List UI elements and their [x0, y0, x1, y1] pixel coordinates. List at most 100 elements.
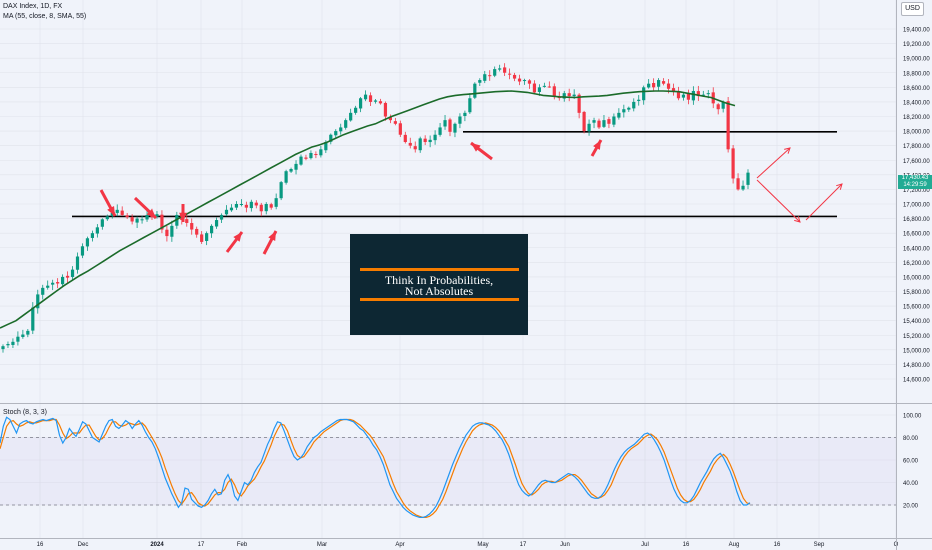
candle-body [567, 93, 571, 97]
time-tick-label: 16 [37, 542, 44, 548]
candle-body [617, 112, 621, 118]
price-tick-label: 15,200.00 [903, 334, 930, 340]
candle-body [284, 171, 288, 183]
candle-body [652, 82, 656, 88]
candle-body [637, 99, 641, 101]
stoch-tick-label: 100.00 [903, 414, 922, 420]
price-tick-label: 16,400.00 [903, 246, 930, 252]
candle-body [408, 142, 412, 146]
candle-body [622, 109, 626, 113]
candle-body [428, 139, 432, 143]
candle-body [701, 94, 705, 96]
candle-body [324, 142, 328, 151]
price-tick-label: 18,400.00 [903, 100, 930, 106]
candle-body [657, 80, 661, 87]
price-tick-label: 17,200.00 [903, 188, 930, 194]
price-tick-label: 17,800.00 [903, 144, 930, 150]
marker-arrow-head [593, 140, 601, 150]
stochastic-pane [0, 414, 896, 519]
candle-body [314, 154, 318, 156]
stoch-band-fill [0, 437, 896, 505]
candle-body [224, 209, 229, 215]
candle-body [632, 101, 636, 109]
candle-body [31, 307, 35, 331]
candle-body [542, 85, 546, 87]
candle-body [478, 80, 482, 83]
candle-body [185, 219, 189, 223]
price-tick-label: 14,800.00 [903, 363, 930, 369]
time-tick-label: Feb [237, 542, 248, 548]
candle-body [726, 101, 730, 150]
candle-body [731, 148, 735, 179]
price-tick-label: 18,800.00 [903, 71, 930, 77]
candle-body [592, 120, 596, 123]
candle-body [214, 220, 219, 227]
price-tick-label: 17,600.00 [903, 159, 930, 165]
candle-body [696, 91, 700, 97]
currency-badge[interactable]: USD [901, 2, 924, 16]
time-tick-label: May [477, 542, 488, 548]
scenario-up-arrow-head [784, 147, 791, 154]
candle-body [229, 207, 234, 211]
candle-body [463, 112, 467, 116]
candle-body [205, 233, 209, 241]
candle-body [517, 78, 522, 82]
ma-legend[interactable]: MA (55, close, 8, SMA, 55) [3, 13, 87, 20]
candle-body [6, 344, 10, 346]
candle-body [582, 111, 586, 132]
candle-body [85, 238, 90, 247]
candle-body [160, 214, 164, 230]
price-tick-label: 17,000.00 [903, 203, 930, 209]
candle-body [75, 256, 80, 270]
time-tick-label: 16 [774, 542, 781, 548]
time-tick-label: Sep [814, 542, 825, 548]
ma-55-line [0, 90, 736, 329]
price-tick-label: 15,800.00 [903, 290, 930, 296]
price-tick-label: 18,600.00 [903, 86, 930, 92]
candle-body [244, 204, 248, 208]
candle-body [210, 225, 214, 234]
textbox-line-2: Not Absolutes [404, 284, 474, 298]
annotation-arrows[interactable] [99, 139, 843, 255]
candle-body [547, 86, 551, 88]
candle-body [378, 101, 383, 104]
candle-body [572, 94, 576, 97]
candle-body [691, 90, 695, 101]
symbol-legend[interactable]: DAX Index, 1D, FX [3, 3, 63, 10]
horizontal-levels[interactable] [72, 131, 837, 218]
candle-body [46, 285, 50, 288]
candle-body [736, 178, 740, 190]
candle-body [21, 334, 25, 337]
candle-body [681, 94, 686, 98]
candle-body [234, 204, 239, 208]
bar-countdown: 14:29:59 [903, 182, 927, 188]
candle-body [448, 119, 452, 132]
price-tick-label: 18,200.00 [903, 115, 930, 121]
candle-body [403, 134, 407, 143]
candle-body [11, 341, 15, 345]
last-price-value: 17,430.43 [901, 175, 929, 181]
price-axis[interactable]: 14,600.00 14,800.00 15,000.00 15,200.00 15,4… [903, 28, 930, 510]
candle-body [140, 219, 144, 221]
stoch-legend[interactable]: Stoch (8, 3, 3) [3, 409, 47, 416]
candle-body [195, 228, 199, 235]
time-tick-label: Dec [78, 542, 89, 548]
marker-arrow-head [268, 231, 276, 241]
time-axis[interactable]: 16 Dec 2024 17 Feb Mar Apr May 17 Jun Jul 16 Aug 16 Se… [37, 542, 899, 548]
candle-body [493, 69, 497, 76]
candle-body [274, 198, 278, 207]
candle-body [373, 100, 378, 102]
candle-body [627, 107, 631, 110]
candle-body [577, 94, 581, 113]
candle-body [597, 120, 601, 128]
textbox-text: Think In Probabilities, Not Absolutes [350, 274, 528, 298]
candle-body [219, 214, 224, 220]
scenario-down-arrow-shaft [756, 179, 801, 223]
probability-textbox[interactable]: Think In Probabilities, Not Absolutes [350, 234, 528, 335]
candle-body [16, 336, 20, 342]
price-tick-label: 16,800.00 [903, 217, 930, 223]
time-tick-label: 17 [198, 542, 205, 548]
candle-body [721, 101, 725, 109]
candle-body [498, 68, 502, 70]
